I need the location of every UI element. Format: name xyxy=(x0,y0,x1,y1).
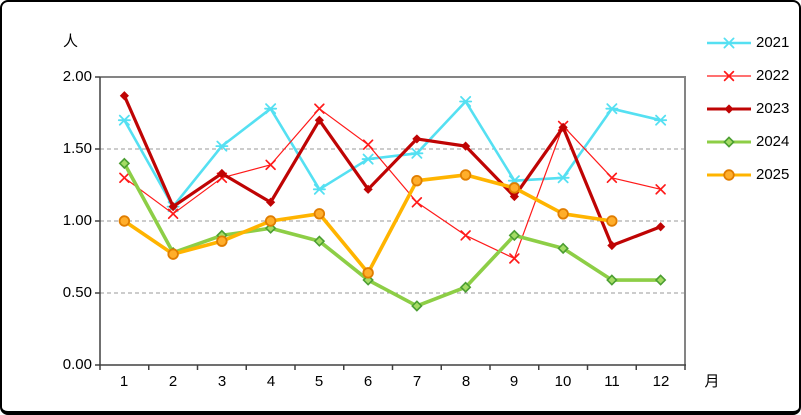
legend-label: 2025 xyxy=(756,166,790,183)
x-tick-label: 11 xyxy=(604,373,620,390)
legend-line-marker-icon xyxy=(707,37,751,48)
legend-item-2025: 2025 xyxy=(706,158,798,191)
x-tick-label: 1 xyxy=(119,373,129,390)
legend-item-2024: 2024 xyxy=(706,125,798,158)
x-tick-label: 6 xyxy=(363,373,373,390)
x-tick-label: 9 xyxy=(509,373,519,390)
x-tick-label: 12 xyxy=(652,373,670,390)
legend: 2021 2022 2023 2024 2025 xyxy=(706,26,798,191)
x-tick-label: 3 xyxy=(217,373,227,390)
legend-item-2023: 2023 xyxy=(706,92,798,125)
legend-label: 2022 xyxy=(756,67,790,84)
legend-item-2022: 2022 xyxy=(706,59,798,92)
x-tick-label: 7 xyxy=(412,373,422,390)
legend-line-marker-icon xyxy=(707,168,751,181)
y-axis-unit-label: 人 xyxy=(62,33,78,50)
x-tick-label: 4 xyxy=(266,373,276,390)
legend-label: 2024 xyxy=(756,133,790,150)
legend-line-marker-icon xyxy=(707,70,751,81)
legend-item-2021: 2021 xyxy=(706,26,798,59)
x-tick-label: 5 xyxy=(314,373,324,390)
x-tick-label: 10 xyxy=(554,373,572,390)
y-tick-label: 2.00 xyxy=(62,68,92,85)
y-tick-label: 1.50 xyxy=(62,140,92,157)
legend-line-marker-icon xyxy=(707,135,751,148)
x-axis-unit-label: 月 xyxy=(704,373,720,390)
y-tick-label: 1.00 xyxy=(62,212,92,229)
legend-label: 2023 xyxy=(756,100,790,117)
legend-line-marker-icon xyxy=(707,103,751,114)
x-tick-label: 8 xyxy=(461,373,471,390)
y-tick-label: 0.00 xyxy=(62,356,92,373)
x-tick-label: 2 xyxy=(168,373,178,390)
legend-label: 2021 xyxy=(756,34,790,51)
y-tick-label: 0.50 xyxy=(62,284,92,301)
